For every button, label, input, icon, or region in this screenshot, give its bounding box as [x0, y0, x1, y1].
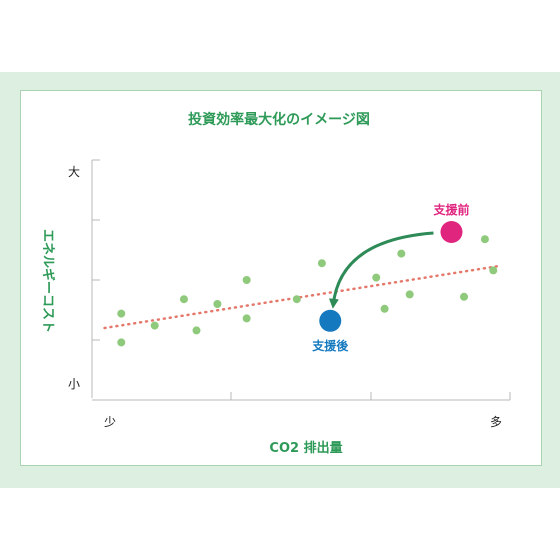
data-point	[117, 309, 126, 318]
before-support-label: 支援前	[432, 202, 469, 217]
data-point	[380, 304, 389, 313]
data-point	[397, 249, 406, 258]
data-point	[150, 321, 159, 330]
data-point	[460, 292, 469, 301]
x-axis	[92, 392, 511, 401]
data-point	[242, 314, 251, 323]
y-axis	[91, 159, 100, 398]
improvement-arrow	[328, 231, 434, 309]
data-point	[242, 276, 251, 284]
y-tick-label-min: 小	[68, 377, 80, 391]
x-axis-label: CO2 排出量	[269, 440, 342, 456]
data-point	[405, 290, 414, 299]
chart-title: 投資効率最大化のイメージ図	[188, 111, 370, 128]
data-point	[179, 295, 188, 304]
data-point	[292, 295, 301, 304]
y-axis-label: エネルギーコスト	[40, 229, 56, 333]
chart-panel	[20, 90, 542, 466]
data-point	[317, 259, 326, 268]
data-point	[480, 235, 489, 244]
data-point	[372, 273, 381, 282]
scatter-points	[117, 235, 498, 347]
x-tick-label-min: 少	[104, 415, 116, 429]
data-point	[117, 338, 126, 347]
before-support-point	[440, 221, 463, 243]
data-point	[213, 300, 222, 308]
data-point	[192, 326, 201, 335]
y-tick-label-max: 大	[68, 165, 80, 179]
data-point	[489, 266, 498, 275]
after-support-point	[319, 309, 342, 332]
after-support-label: 支援後	[311, 338, 349, 353]
trend-line	[103, 264, 503, 330]
x-tick-label-max: 多	[490, 415, 502, 429]
